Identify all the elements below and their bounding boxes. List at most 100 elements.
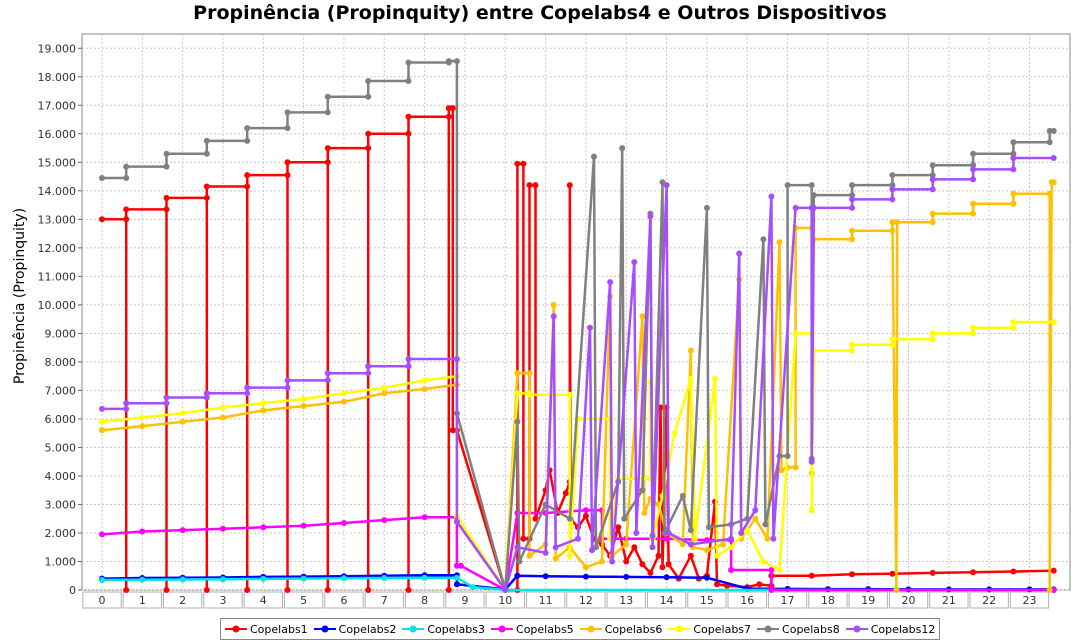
x-category-cell [606,591,646,609]
data-point [163,394,170,401]
data-point [99,216,105,223]
data-point [679,541,686,548]
y-tick-label: 16.000 [38,128,77,141]
data-point [615,524,622,531]
data-point [687,552,694,559]
data-point [970,324,977,331]
data-point [631,544,638,551]
data-point [381,390,388,397]
data-point [99,427,105,434]
legend-item: Copelabs8 [757,623,840,636]
data-point [526,370,533,377]
data-point [929,569,936,576]
data-point [663,574,670,581]
x-tick-label: 23 [1023,594,1037,607]
x-tick-label: 15 [700,594,714,607]
data-point [1010,568,1017,575]
data-point [687,541,694,548]
data-point [849,227,856,234]
data-point [220,576,226,583]
data-point [421,514,428,521]
y-tick-label: 8.000 [45,356,77,369]
data-point [929,210,936,217]
y-tick-label: 19.000 [38,42,77,55]
data-point [284,587,291,593]
data-point [778,467,785,474]
data-point [516,558,523,565]
legend-label: Copelabs5 [516,622,574,636]
x-category-cell [525,591,566,609]
x-category-cell [566,591,606,609]
data-point [849,236,856,243]
x-category-cell [122,591,162,609]
data-point [341,520,347,526]
data-point [502,587,509,593]
x-tick-label: 13 [619,594,633,607]
data-point [260,407,267,414]
data-point [324,587,331,593]
data-point [123,400,130,407]
x-tick-label: 20 [902,594,916,607]
series-layer [99,58,1057,593]
legend-label: Copelabs12 [870,622,936,636]
data-point [324,159,331,166]
data-point [550,313,557,320]
data-point [542,573,549,580]
data-point [889,172,896,179]
data-point [728,544,735,551]
data-point [631,259,638,266]
data-point [744,527,751,534]
series-line [102,106,1054,592]
data-point [514,160,521,167]
data-point [703,547,710,554]
data-point [244,125,251,132]
data-point [179,418,186,425]
data-point [641,510,648,516]
data-point [808,458,815,465]
y-tick-label: 12.000 [38,242,77,255]
data-point [1050,319,1057,325]
data-point [284,172,291,179]
legend-item: Copelabs6 [579,622,663,636]
data-point [665,530,672,536]
legend-label: Copelabs1 [250,622,308,636]
data-point [324,370,331,377]
data-point [970,176,977,183]
data-point [714,552,720,559]
data-point [623,573,630,580]
legend-swatch [579,625,602,633]
data-point [970,210,977,217]
data-point [365,78,372,84]
data-point [123,216,130,223]
data-point [1046,587,1053,593]
data-point [792,330,799,337]
data-point [1010,200,1017,207]
data-point [405,356,412,362]
data-point [203,394,210,401]
data-point [792,204,799,211]
data-point [623,541,630,548]
data-point [1050,155,1057,161]
data-point [663,182,670,189]
x-tick-label: 19 [861,594,875,607]
data-point [421,386,428,392]
data-point [889,227,896,234]
x-tick-label: 0 [99,594,106,607]
data-point [365,130,372,137]
legend-label: Copelabs6 [604,622,663,636]
y-tick-label: 9.000 [45,327,77,340]
data-point [760,558,767,565]
chart-title: Propinência (Propinquity) entre Copelabs… [193,2,887,24]
data-point [453,581,460,588]
legend-item: Copelabs2 [313,623,396,636]
data-point [738,530,745,536]
data-point [532,515,539,522]
data-point [1010,139,1017,146]
data-point [849,571,856,578]
x-category-cell [243,591,283,609]
data-point [562,490,569,497]
data-point [405,130,412,137]
data-point [929,176,936,183]
data-point [421,574,428,581]
data-point [244,137,251,144]
